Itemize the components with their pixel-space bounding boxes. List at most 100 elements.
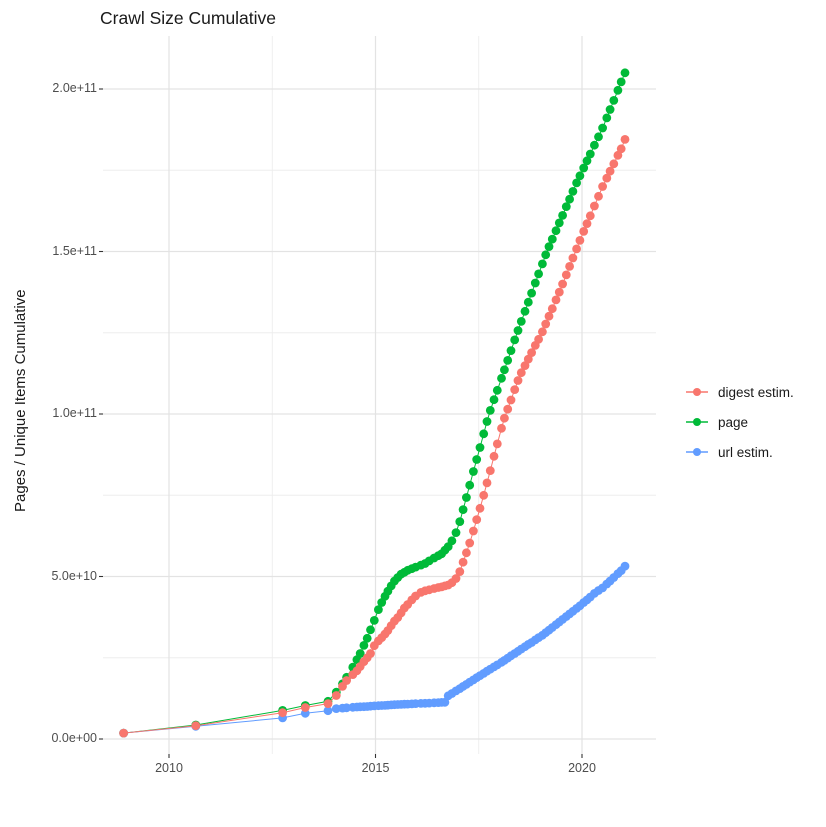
data-point-page xyxy=(590,140,599,150)
data-point-digestestim xyxy=(462,548,471,558)
data-point-digestestim xyxy=(547,304,557,314)
legend-key-icon xyxy=(686,418,708,426)
data-point-digestestim xyxy=(544,311,554,321)
data-point-digestestim xyxy=(520,361,530,370)
legend-label: digest estim. xyxy=(718,384,794,400)
data-point-digestestim xyxy=(598,182,607,191)
data-point-page xyxy=(551,226,561,236)
y-tick-label: 0.0e+00 xyxy=(51,731,97,745)
data-point-page xyxy=(534,269,543,279)
data-point-page xyxy=(362,633,372,643)
x-tick-label: 2010 xyxy=(155,761,183,775)
data-point-page xyxy=(585,149,595,159)
legend-key-icon xyxy=(686,388,708,396)
data-point-page xyxy=(538,259,547,269)
data-point-page xyxy=(605,105,615,114)
chart-title: Crawl Size Cumulative xyxy=(100,8,277,28)
data-point-digestestim xyxy=(602,173,612,183)
y-tick-label: 5.0e+10 xyxy=(51,568,97,583)
data-point-urlestim xyxy=(323,706,333,716)
data-point-page xyxy=(565,194,574,204)
data-point-page xyxy=(479,429,489,439)
data-point-page xyxy=(602,113,612,123)
data-point-digestestim xyxy=(300,703,310,712)
x-tick-label: 2020 xyxy=(568,761,596,775)
data-point-page xyxy=(523,297,533,307)
data-point-page xyxy=(465,480,475,490)
data-point-page xyxy=(541,250,551,260)
data-point-digestestim xyxy=(541,319,551,329)
data-point-page xyxy=(575,171,585,181)
data-point-page xyxy=(527,288,536,298)
data-point-digestestim xyxy=(527,348,536,357)
data-point-page xyxy=(500,365,509,375)
x-tick-label: 2015 xyxy=(361,761,390,775)
data-point-digestestim xyxy=(620,135,630,144)
data-point-digestestim xyxy=(482,478,492,488)
y-tick-label: 2.0e+11 xyxy=(52,81,97,95)
data-point-digestestim xyxy=(538,327,547,337)
data-point-page xyxy=(547,234,557,244)
data-point-digestestim xyxy=(561,270,571,280)
data-point-urlestim xyxy=(440,697,450,707)
data-point-digestestim xyxy=(590,201,599,211)
data-point-page xyxy=(451,528,461,537)
data-point-page xyxy=(558,211,567,220)
data-point-page xyxy=(594,132,603,142)
data-point-digestestim xyxy=(472,515,482,524)
data-point-digestestim xyxy=(568,253,578,263)
data-point-page xyxy=(561,202,571,212)
data-point-digestestim xyxy=(331,691,341,700)
data-point-digestestim xyxy=(465,538,475,548)
data-point-page xyxy=(369,616,379,625)
data-point-digestestim xyxy=(534,334,543,344)
data-point-urlestim xyxy=(620,561,630,571)
data-point-page xyxy=(598,123,607,133)
data-point-page xyxy=(513,326,523,335)
data-point-digestestim xyxy=(191,721,201,731)
data-point-digestestim xyxy=(613,150,623,160)
data-point-digestestim xyxy=(278,708,287,718)
data-point-page xyxy=(374,605,383,614)
data-point-page xyxy=(572,178,581,188)
data-point-page xyxy=(359,641,369,650)
data-point-digestestim xyxy=(565,262,574,271)
data-point-page xyxy=(544,242,554,252)
data-point-page xyxy=(472,455,482,464)
data-point-page xyxy=(458,505,468,514)
data-point-page xyxy=(447,536,457,546)
data-point-page xyxy=(506,346,516,355)
data-point-digestestim xyxy=(510,385,520,394)
data-point-page xyxy=(609,96,619,105)
data-point-digestestim xyxy=(594,191,603,201)
data-point-page xyxy=(613,85,623,95)
data-point-page xyxy=(582,156,592,166)
data-point-digestestim xyxy=(455,567,465,576)
data-point-digestestim xyxy=(605,166,615,176)
data-point-digestestim xyxy=(551,295,561,305)
data-point-digestestim xyxy=(342,676,351,685)
data-point-page xyxy=(485,406,495,415)
y-tick-label: 1.0e+11 xyxy=(52,406,97,420)
data-point-digestestim xyxy=(585,211,595,221)
legend-entry-urlestim: url estim. xyxy=(684,444,794,460)
data-point-digestestim xyxy=(497,423,506,433)
data-point-digestestim xyxy=(616,144,626,154)
data-point-digestestim xyxy=(506,395,516,405)
data-point-digestestim xyxy=(485,466,495,475)
data-point-page xyxy=(568,187,578,196)
y-axis-title: Pages / Unique Items Cumulative xyxy=(12,289,29,512)
legend-entry-digestestim: digest estim. xyxy=(684,384,794,400)
data-point-page xyxy=(516,317,526,326)
data-point-page xyxy=(355,649,365,658)
data-point-digestestim xyxy=(516,368,526,378)
data-point-digestestim xyxy=(469,526,478,536)
data-point-page xyxy=(455,517,465,526)
data-point-digestestim xyxy=(366,649,375,658)
data-point-digestestim xyxy=(451,574,461,583)
legend: digest estim. page url estim. xyxy=(684,384,794,474)
data-point-digestestim xyxy=(582,219,592,229)
legend-entry-page: page xyxy=(684,414,794,430)
data-point-page xyxy=(492,385,502,395)
